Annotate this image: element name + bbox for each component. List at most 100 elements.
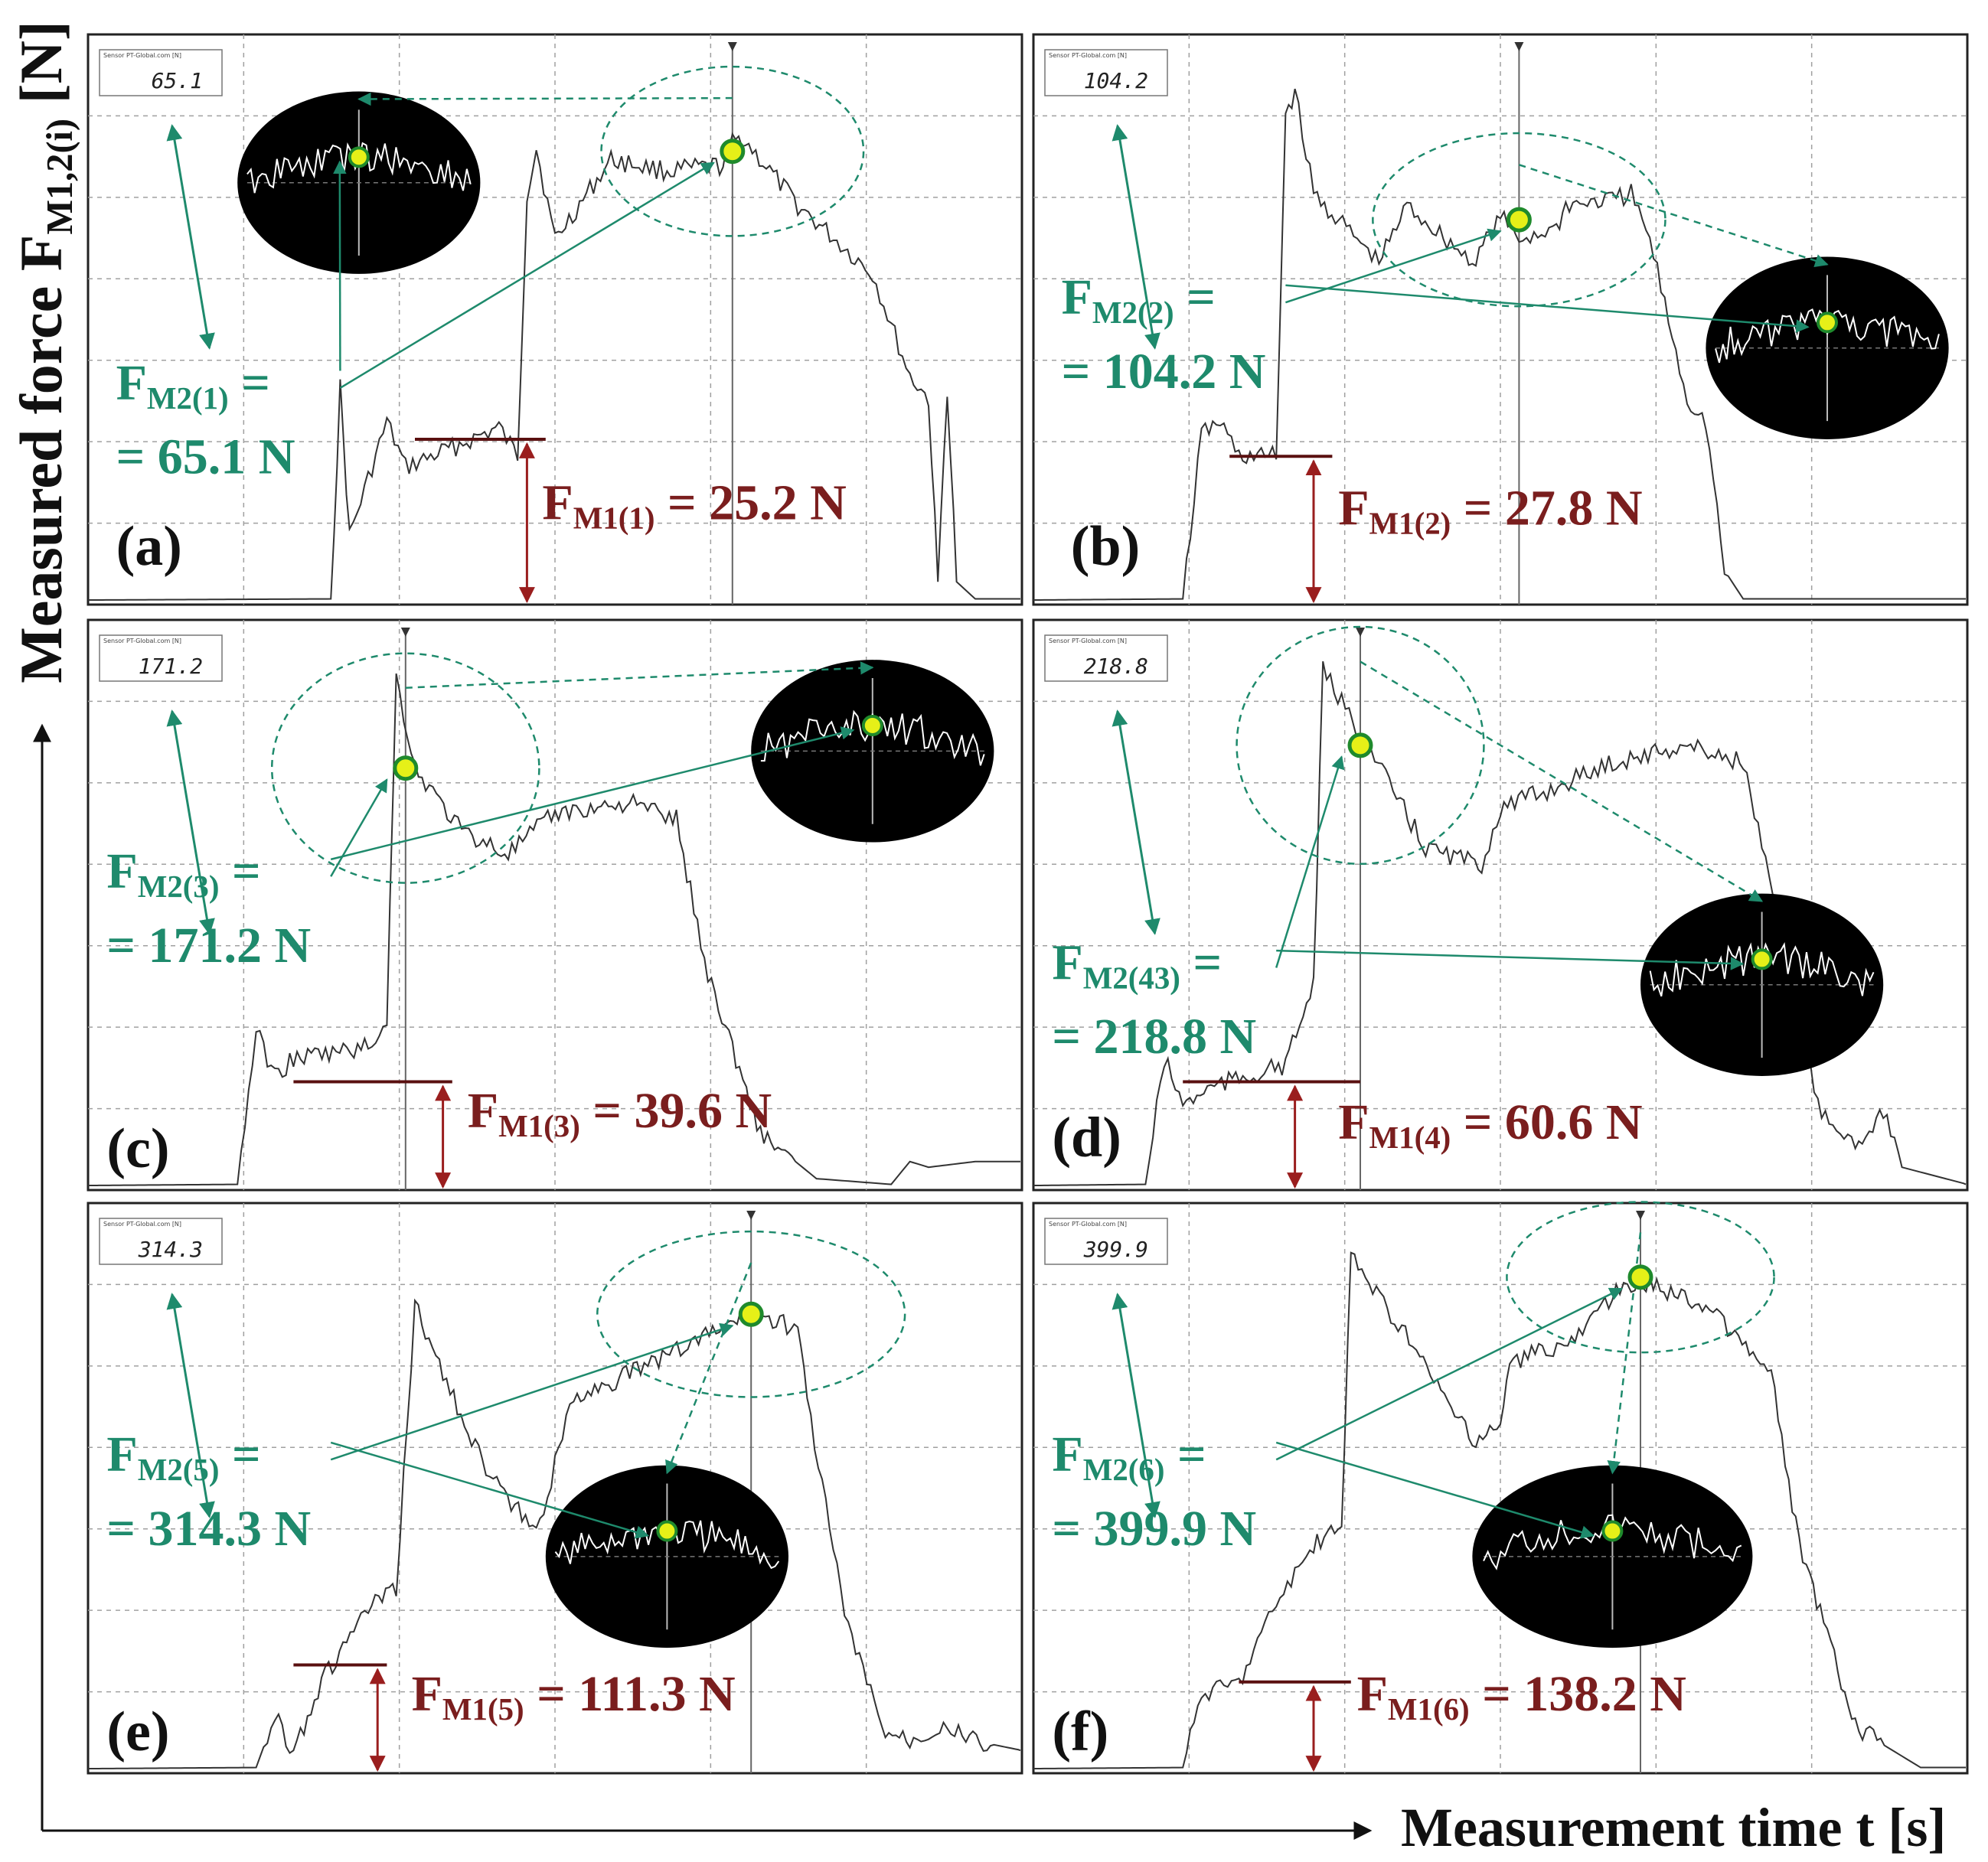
zoom-pointer [405,661,874,689]
fm1-value: = 27.8 N [1451,481,1642,536]
readout-sensor-label: Sensor PT-Global.com [N] [103,52,181,59]
fm2-equals: = [1164,1427,1206,1482]
zoom-inset-peak-marker [1751,948,1773,970]
fm2-label: FM2(6) = [1052,1427,1206,1487]
zoom-inset [1706,256,1949,439]
fm2-pointer-main [1285,228,1502,304]
fm1-subscript: M1(5) [442,1692,524,1727]
zoom-inset-trace [760,709,985,766]
chart-panel-d: Sensor PT-Global.com [N]218.8 FM2(43) = = … [1032,618,1969,1192]
fm2-value: = 104.2 N [1062,344,1266,399]
fm2-range-arrow [1112,1293,1160,1518]
fm2-range-arrow [166,709,215,935]
sensor-readout: Sensor PT-Global.com [N] 104.2 [1044,49,1168,96]
fm2-subscript: M2(1) [147,381,229,416]
fm2-range-arrow [166,124,215,350]
force-trace [87,132,1020,602]
fm2-symbol: F [116,355,147,411]
fm2-label: FM2(5) = [106,1427,260,1487]
readout-value: 399.9 [1083,1237,1148,1262]
panel-letter: (a) [116,515,182,578]
zoom-inset-peak-marker [861,714,883,736]
fm2-pointer-inset [1276,949,1745,970]
fm1-label: FM1(5) = 111.3 N [412,1666,736,1727]
sensor-readout: Sensor PT-Global.com [N] 314.3 [99,1218,223,1265]
fm2-symbol: F [1052,934,1082,990]
fm2-subscript: M2(6) [1083,1453,1165,1487]
readout-box [99,49,223,96]
fm2-pointer-inset [1275,1441,1595,1539]
cursor-marker [1356,628,1365,637]
panel-letter: (c) [106,1117,169,1180]
zoom-inset-peak-marker [1601,1520,1624,1542]
zoom-inset-peak-marker [1817,311,1838,334]
readout-box [1044,634,1168,682]
zoom-inset [1640,893,1884,1076]
zoom-region-ellipse [1506,1201,1775,1354]
fm2-value: = 65.1 N [116,429,295,485]
readout-sensor-label: Sensor PT-Global.com [N] [1049,52,1127,59]
zoom-pointer [665,1262,752,1475]
sensor-readout: Sensor PT-Global.com [N] 399.9 [1044,1218,1168,1265]
fm1-value: = 39.6 N [580,1083,772,1139]
force-trace [87,1298,1021,1770]
fm2-pointer-inset [1285,284,1810,333]
readout-box [99,1218,223,1265]
fm1-subscript: M1(1) [573,501,655,535]
zoom-inset-trace [1715,308,1940,364]
force-trace [1033,1251,1966,1770]
fm2-peak-marker [1506,207,1532,233]
fm1-label: FM1(2) = 27.8 N [1338,481,1642,541]
zoom-pointer [1519,164,1829,268]
fm2-subscript: M2(2) [1092,295,1174,330]
sensor-readout: Sensor PT-Global.com [N] 171.2 [99,634,223,682]
fm2-pointer-inset [330,726,855,861]
fm1-value: = 111.3 N [524,1666,736,1722]
fm2-peak-marker [720,139,746,165]
y-axis-label: Measured force FM1,2(i) [N] [8,21,80,683]
fm1-subscript: M1(3) [498,1109,580,1143]
fm1-symbol: F [1357,1666,1388,1722]
fm2-range-arrow [1112,124,1160,350]
zoom-inset-peak-marker [656,1520,678,1542]
fm1-label: FM1(3) = 39.6 N [468,1083,772,1143]
panel-letter: (f) [1052,1701,1108,1763]
zoom-region-ellipse [596,1230,906,1398]
zoom-inset [237,91,481,274]
fm2-pointer-main [330,778,388,877]
readout-value: 65.1 [152,68,203,93]
fm2-pointer-inset [330,1441,650,1539]
fm2-label: FM2(43) = [1052,934,1222,995]
fm2-range-arrow [1112,709,1160,935]
fm2-equals: = [219,843,260,899]
cursor-marker [1514,42,1524,51]
chart-panel-a: Sensor PT-Global.com [N] 65.1 FM2(1) = = 65… [87,33,1023,606]
fm1-symbol: F [542,474,573,530]
fm2-label: FM2(1) = [116,355,270,416]
readout-sensor-label: Sensor PT-Global.com [N] [103,638,181,644]
readout-box [1044,49,1168,96]
readout-value: 218.8 [1084,654,1148,679]
fm2-subscript: M2(43) [1083,960,1180,995]
fm1-symbol: F [468,1083,498,1139]
fm2-value: = 171.2 N [106,918,311,973]
fm1-subscript: M1(6) [1388,1692,1470,1727]
fm2-peak-marker [393,755,419,781]
cursor-marker [727,42,737,51]
force-trace [87,673,1020,1187]
sensor-readout: Sensor PT-Global.com [N] 218.8 [1044,634,1168,682]
fm2-subscript: M2(5) [138,1453,220,1487]
readout-box [1044,1218,1168,1265]
zoom-inset [1472,1465,1753,1648]
readout-value: 104.2 [1084,68,1148,93]
fm1-label: FM1(4) = 60.6 N [1338,1094,1642,1155]
fm2-value: = 218.8 N [1052,1009,1256,1065]
fm2-range-arrow [166,1293,215,1518]
panel-letter: (b) [1071,515,1140,578]
readout-sensor-label: Sensor PT-Global.com [N] [1049,1221,1127,1228]
fm1-value: = 25.2 N [655,474,846,530]
x-axis-label: Measurement time t [s] [1401,1797,1946,1858]
zoom-inset [751,660,994,843]
